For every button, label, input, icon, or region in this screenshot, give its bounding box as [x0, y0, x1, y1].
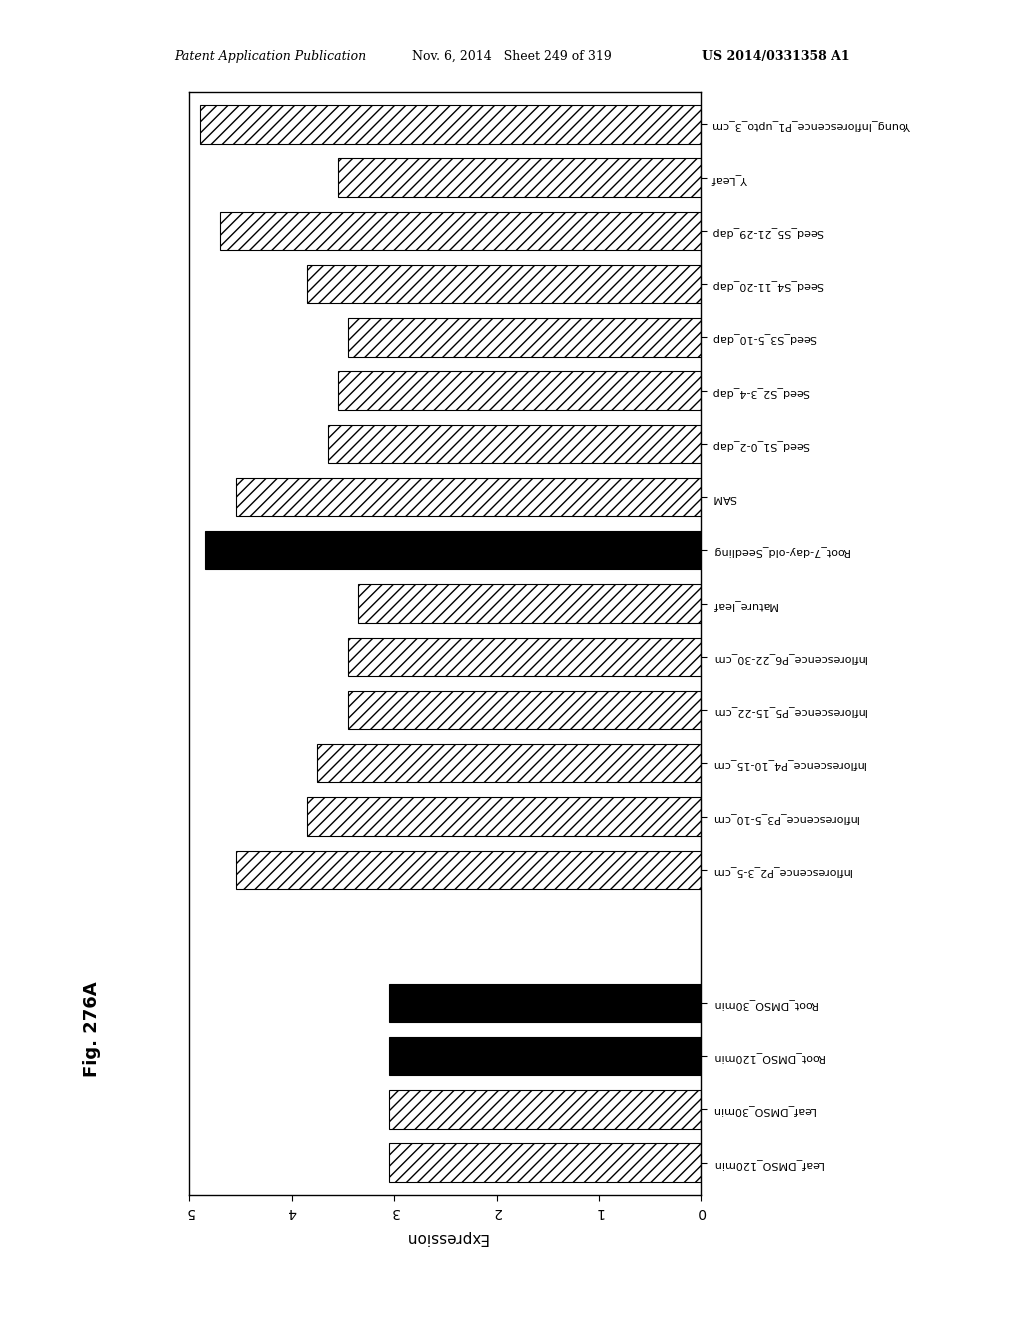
Text: Patent Application Publication: Patent Application Publication — [174, 50, 367, 63]
Bar — [348, 318, 701, 356]
Bar — [307, 797, 701, 836]
Bar — [348, 638, 701, 676]
Bar — [205, 531, 701, 569]
Text: US 2014/0331358 A1: US 2014/0331358 A1 — [702, 50, 850, 63]
Bar — [307, 265, 701, 304]
Bar — [389, 1038, 701, 1076]
Bar — [236, 850, 701, 888]
Text: Nov. 6, 2014   Sheet 249 of 319: Nov. 6, 2014 Sheet 249 of 319 — [412, 50, 612, 63]
Bar — [328, 425, 701, 463]
Bar — [236, 478, 701, 516]
Bar — [338, 371, 701, 409]
Bar — [338, 158, 701, 197]
Text: Fig. 276A: Fig. 276A — [83, 982, 101, 1077]
Bar — [348, 690, 701, 729]
Bar — [389, 983, 701, 1022]
Bar — [200, 106, 701, 144]
Bar — [317, 744, 701, 783]
Bar — [389, 1143, 701, 1181]
Bar — [220, 211, 701, 249]
X-axis label: Expression: Expression — [403, 1230, 487, 1245]
Bar — [358, 585, 701, 623]
Bar — [389, 1090, 701, 1129]
